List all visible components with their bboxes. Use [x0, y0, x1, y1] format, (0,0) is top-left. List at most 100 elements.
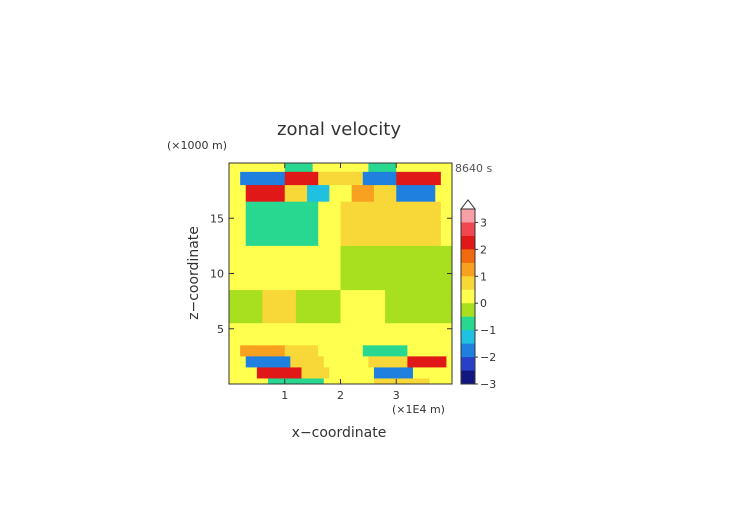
- field-cell: [340, 245, 453, 291]
- colorbar-swatch: [461, 289, 475, 304]
- x-axis-label: x−coordinate: [292, 425, 387, 441]
- colorbar-tick-label: 1: [480, 270, 487, 283]
- field-cell: [340, 323, 453, 346]
- field-cell: [440, 201, 453, 247]
- field-cell: [407, 345, 453, 357]
- chart-title: zonal velocity: [277, 119, 401, 140]
- field-cell: [340, 201, 375, 247]
- field-cell: [435, 185, 453, 203]
- colorbar-swatch: [461, 370, 475, 385]
- field-cell: [284, 171, 319, 186]
- field-cell: [318, 171, 341, 186]
- y-unit-label: (×1000 m): [167, 139, 227, 152]
- field-cell: [229, 323, 341, 346]
- colorbar-tick-label: 2: [480, 243, 487, 256]
- field-cell: [284, 345, 319, 357]
- field-cell: [323, 356, 369, 368]
- colorbar-swatch: [461, 330, 475, 344]
- field-cell: [362, 345, 408, 357]
- field-cell: [245, 356, 291, 368]
- field-cell: [396, 185, 436, 203]
- field-cell: [290, 356, 325, 368]
- field-cell: [229, 290, 263, 324]
- time-label: 8640 s: [455, 162, 492, 175]
- field-cell: [312, 163, 341, 173]
- field-cell: [351, 185, 375, 203]
- x-tick-label: 2: [337, 389, 344, 402]
- x-tick-label: 3: [393, 389, 400, 402]
- field-cell: [446, 356, 453, 368]
- field-cell: [229, 185, 247, 203]
- field-cell: [396, 171, 442, 186]
- field-cell: [368, 356, 408, 368]
- field-cell: [256, 367, 302, 379]
- field-cell: [362, 171, 397, 186]
- field-cell: [340, 290, 386, 324]
- field-cell: [412, 367, 453, 379]
- field-cell: [329, 367, 375, 379]
- colorbar-swatch: [461, 262, 475, 277]
- field-cell: [284, 163, 314, 173]
- field-cell: [318, 201, 341, 247]
- field-cell: [240, 345, 286, 357]
- field-cell: [318, 345, 364, 357]
- colorbar-tick-label: −2: [480, 351, 496, 364]
- y-tick-label: 15: [210, 212, 224, 225]
- field-cell: [373, 378, 431, 385]
- y-axis-label: z−coordinate: [186, 226, 202, 320]
- field-cell: [340, 163, 369, 173]
- field-cell: [262, 290, 297, 324]
- colorbar-swatch: [461, 303, 475, 317]
- field-cell: [229, 367, 258, 379]
- colorbar-swatch: [461, 222, 475, 237]
- x-tick-label: 1: [281, 389, 288, 402]
- field-cell: [284, 185, 308, 203]
- colorbar-swatch: [461, 209, 475, 223]
- colorbar-swatch: [461, 235, 475, 250]
- field-cell: [368, 163, 397, 173]
- colorbar-tick-label: 3: [480, 216, 487, 229]
- field-cell: [373, 367, 414, 379]
- colorbar-tick-label: 0: [480, 297, 487, 310]
- field-cell: [301, 367, 330, 379]
- field-cell: [429, 378, 453, 385]
- colorbar-tick-label: −3: [480, 378, 496, 391]
- colorbar-swatch: [461, 249, 475, 264]
- colorbar-frame: [460, 208, 476, 385]
- field-cell: [229, 201, 247, 247]
- x-unit-label: (×1E4 m): [392, 403, 445, 416]
- field-cell: [385, 290, 453, 324]
- field-cell: [373, 201, 442, 247]
- field-cell: [229, 356, 247, 368]
- field-cell: [245, 185, 286, 203]
- plot-axes: 1 2 3 5 10 15: [210, 162, 453, 402]
- colorbar-swatch: [461, 316, 475, 331]
- colorbar-swatch: [461, 276, 475, 291]
- field-cell: [329, 185, 353, 203]
- field-cell: [295, 290, 341, 324]
- field-cell: [307, 185, 330, 203]
- field-cell: [240, 171, 286, 186]
- field-cell: [396, 163, 453, 173]
- y-tick-label: 5: [217, 323, 224, 336]
- field-cell: [229, 378, 269, 385]
- field-cell: [323, 378, 375, 385]
- colorbar-swatch: [461, 343, 475, 358]
- y-tick-label: 10: [210, 268, 224, 281]
- field-cell: [268, 378, 325, 385]
- field-cell: [229, 163, 286, 173]
- field-cell: [407, 356, 447, 368]
- colorbar-tick-label: −1: [480, 324, 496, 337]
- field-cell: [373, 185, 397, 203]
- field-cell: [340, 171, 364, 186]
- colorbar-top-arrow: [459, 199, 477, 210]
- field-cell: [229, 245, 341, 291]
- field-cell: [229, 345, 241, 357]
- field-cell: [245, 201, 319, 247]
- field-cell: [440, 171, 453, 186]
- colorbar: 3 2 1 0 −1 −2 −3: [459, 199, 496, 391]
- colorbar-swatch: [461, 357, 475, 371]
- velocity-field: [229, 163, 453, 385]
- field-cell: [229, 171, 241, 186]
